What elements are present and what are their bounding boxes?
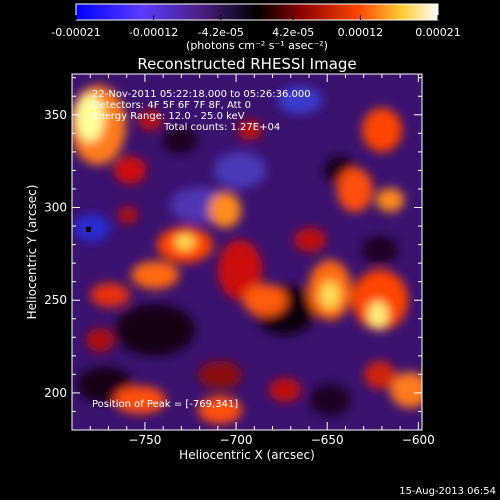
annotation-detectors: Detectors: 4F 5F 6F 7F 8F, Att 0 xyxy=(92,100,251,111)
y-axis-label: Heliocentric Y (arcsec) xyxy=(25,185,39,320)
x-tick-label: −650 xyxy=(311,433,344,447)
annotation-energy-range: Energy Range: 12.0 - 25.0 keV xyxy=(92,111,245,122)
peak-marker xyxy=(86,227,91,232)
y-tick-label: 350 xyxy=(44,108,67,122)
annotation-peak-position: Position of Peak = [-769,341] xyxy=(92,399,238,410)
axes: −750 −700 −650 −600 200 250 300 350 xyxy=(44,74,435,447)
y-tick-label: 250 xyxy=(44,293,67,307)
annotations: 22-Nov-2011 05:22:18.000 to 05:26:36.000… xyxy=(92,89,311,410)
x-axis-label: Heliocentric X (arcsec) xyxy=(179,448,315,462)
colorbar xyxy=(75,3,439,21)
x-tick-label: −600 xyxy=(402,433,435,447)
plot-frame xyxy=(71,73,423,431)
y-tick-label: 200 xyxy=(44,386,67,400)
colorbar-unit-label: (photons cm⁻² s⁻¹ asec⁻²) xyxy=(186,39,328,52)
colorbar-tick-label: -0.00012 xyxy=(129,26,178,39)
timestamp: 15-Aug-2013 06:54 xyxy=(399,486,496,497)
annotation-total-counts: Total counts: 1.27E+04 xyxy=(163,122,280,133)
colorbar-tick-label: -4.2e-05 xyxy=(198,26,244,39)
colorbar-tick-label: 0.00012 xyxy=(338,26,384,39)
colorbar-tick-label: 4.2e-05 xyxy=(272,26,314,39)
x-tick-label: −750 xyxy=(128,433,161,447)
heatmap-image xyxy=(72,74,422,430)
colorbar-tick-label: -0.00021 xyxy=(51,26,100,39)
x-tick-label: −700 xyxy=(220,433,253,447)
chart-title: Reconstructed RHESSI Image xyxy=(137,55,356,73)
annotation-time-range: 22-Nov-2011 05:22:18.000 to 05:26:36.000 xyxy=(92,89,311,100)
y-tick-label: 300 xyxy=(44,201,67,215)
colorbar-tick-label: 0.00021 xyxy=(415,26,461,39)
colorbar-ticks: -0.00021 -0.00012 -4.2e-05 4.2e-05 0.00012 0.… xyxy=(51,15,461,39)
